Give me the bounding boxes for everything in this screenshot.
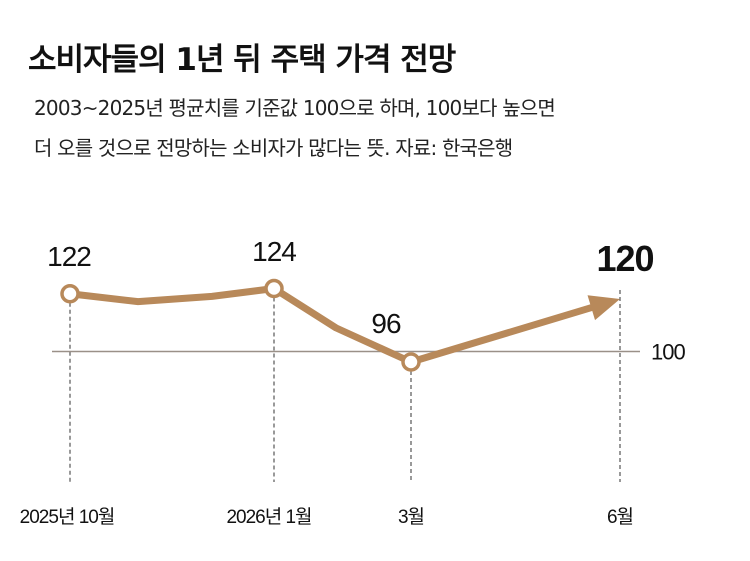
chart-subtitle-line1: 2003~2025년 평균치를 기준값 100으로 하며, 100보다 높으면 — [34, 96, 556, 120]
data-label-96: 96 — [371, 308, 401, 339]
data-label-124: 124 — [252, 236, 296, 267]
x-tick-label-1: 2025년 10월 — [20, 506, 115, 528]
arrow-head — [587, 295, 620, 321]
x-tick-label-3: 3월 — [398, 506, 424, 528]
data-label-120: 120 — [596, 238, 653, 279]
data-label-122: 122 — [47, 241, 91, 272]
data-point-124 — [264, 278, 284, 299]
chart-title: 소비자들의 1년 뒤 주택 가격 전망 — [28, 42, 456, 78]
data-point-122 — [60, 284, 80, 304]
x-tick-label-2: 2026년 1월 — [226, 506, 311, 528]
chart-subtitle-line2: 더 오를 것으로 전망하는 소비자가 많다는 뜻. 자료: 한국은행 — [34, 136, 513, 160]
data-point-96 — [401, 352, 421, 372]
x-tick-label-4: 6월 — [607, 506, 633, 528]
reference-line-label: 100 — [651, 340, 685, 365]
